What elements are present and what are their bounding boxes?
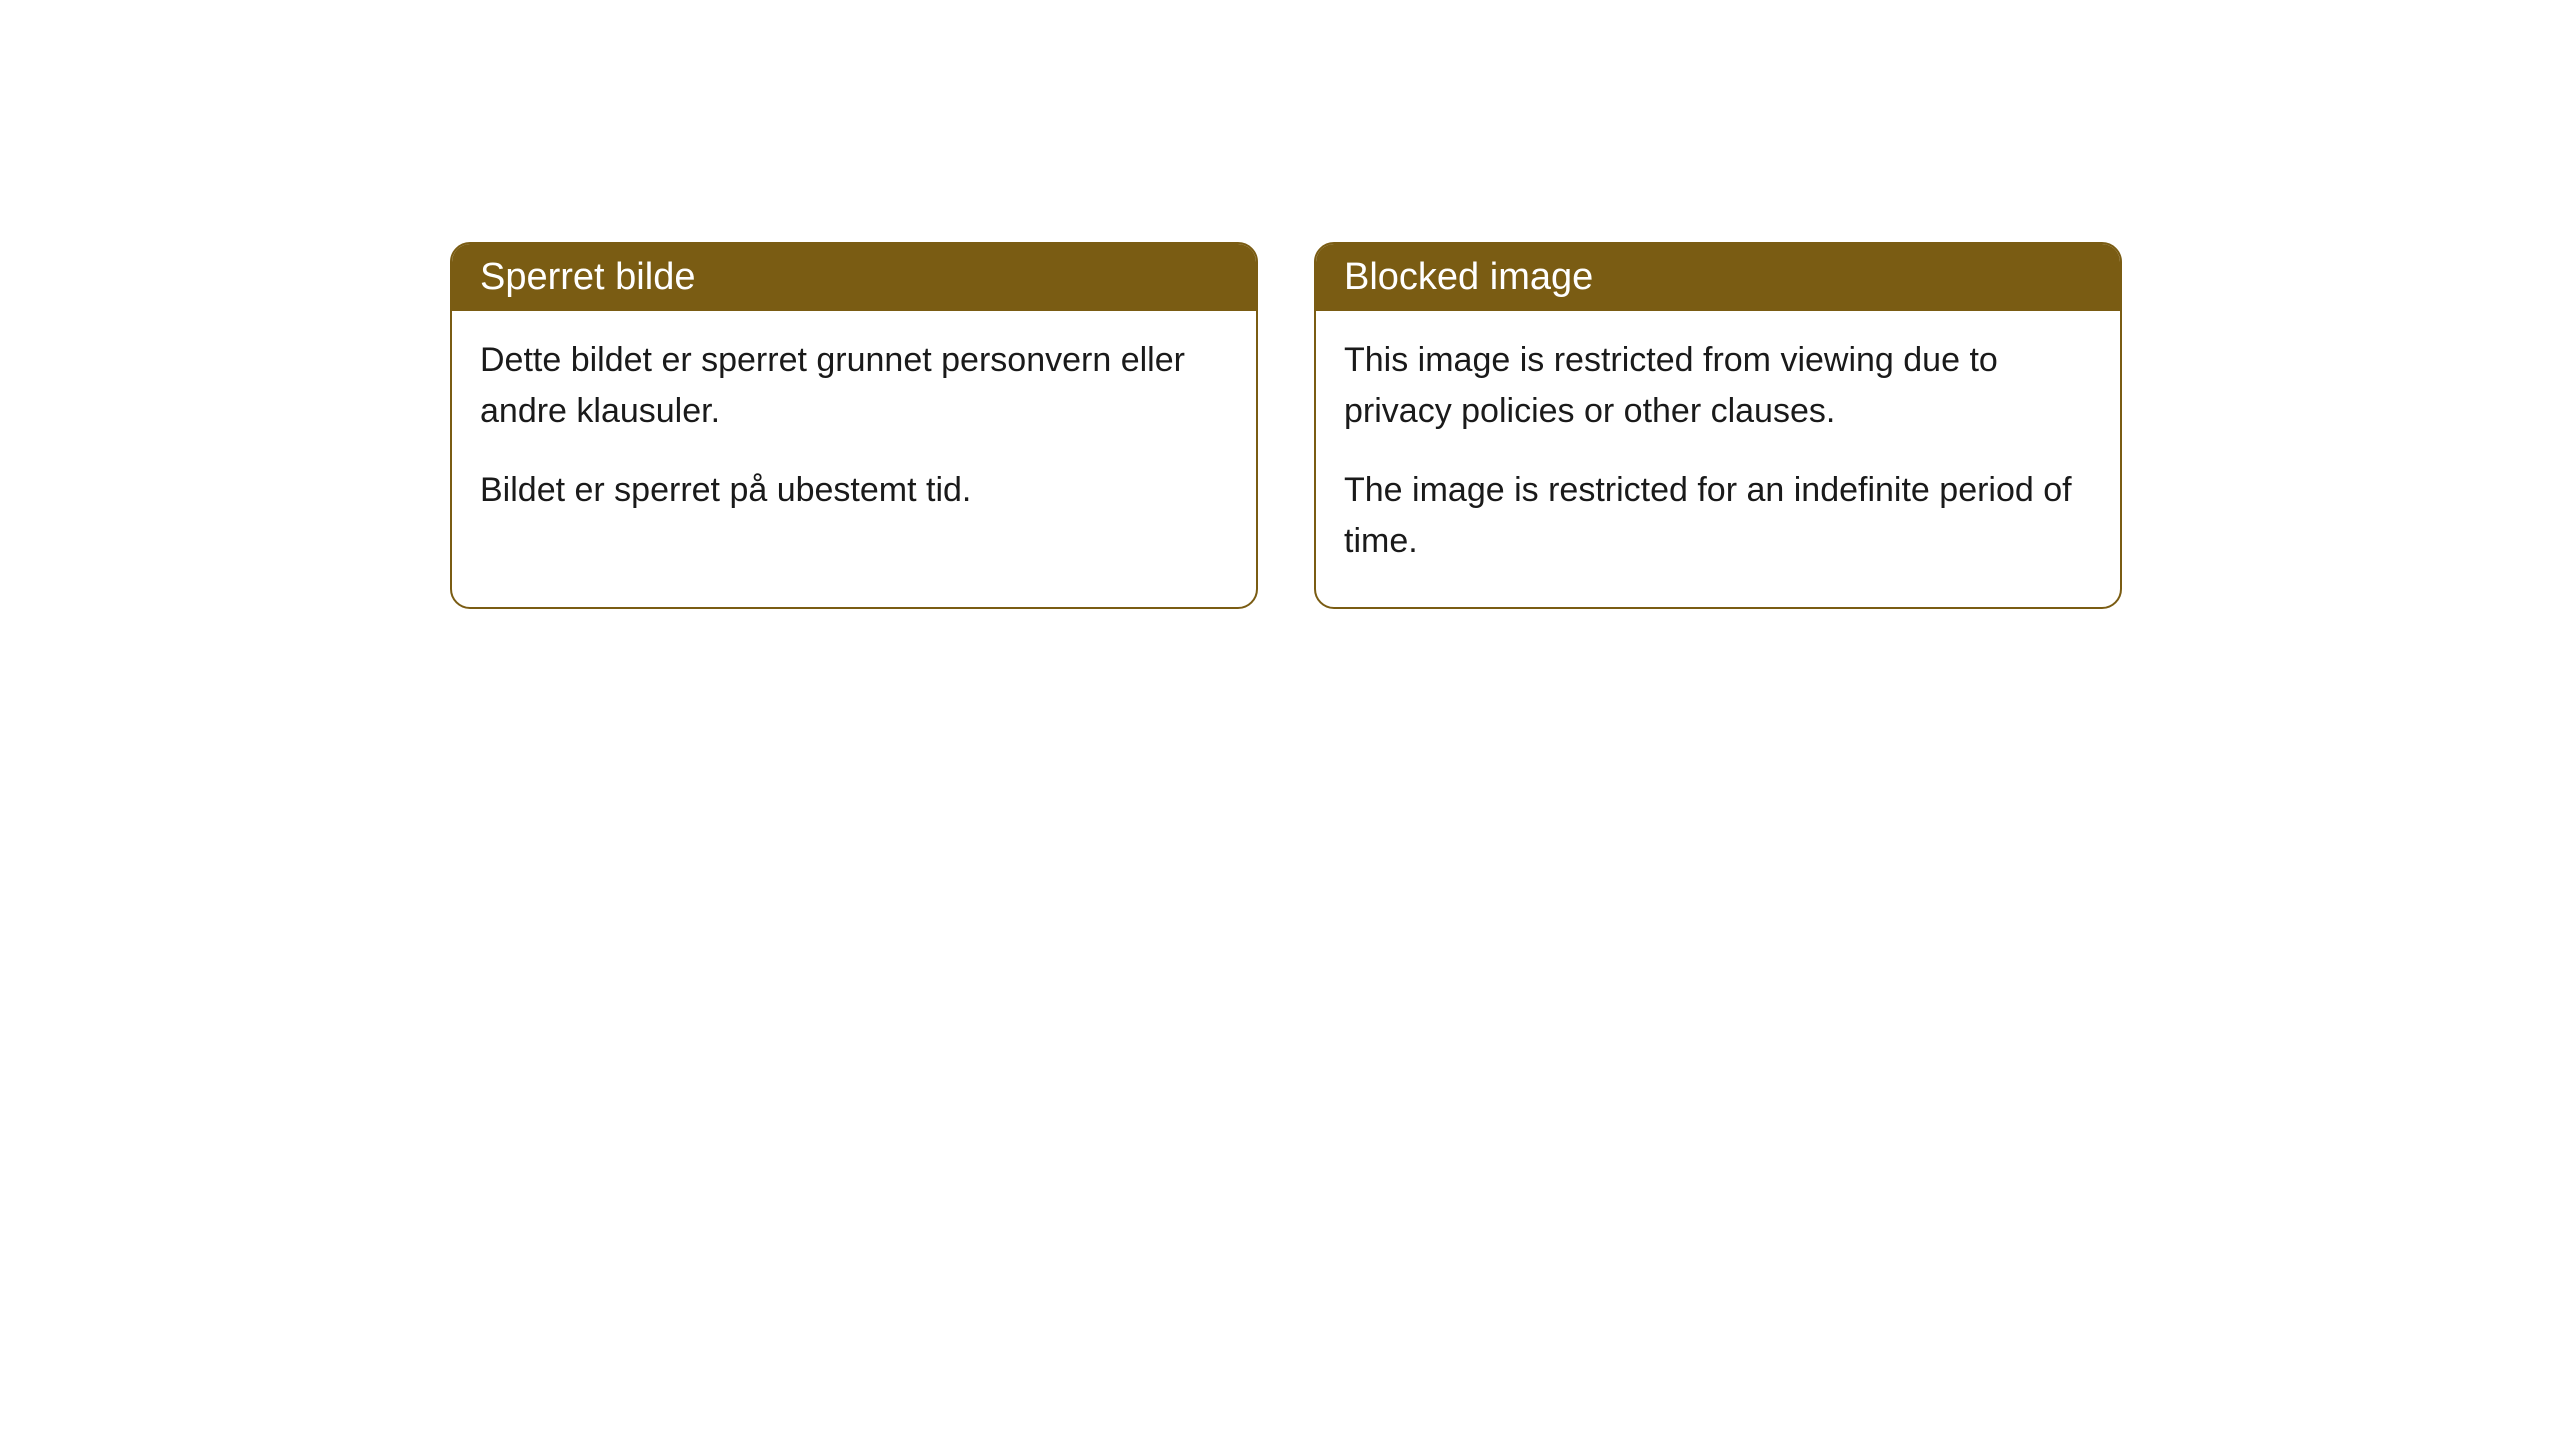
- card-header: Blocked image: [1316, 244, 2120, 311]
- card-title: Blocked image: [1344, 256, 1593, 298]
- card-title: Sperret bilde: [480, 256, 695, 298]
- card-header: Sperret bilde: [452, 244, 1256, 311]
- blocked-image-card-norwegian: Sperret bilde Dette bildet er sperret gr…: [450, 242, 1258, 609]
- card-paragraph: Dette bildet er sperret grunnet personve…: [480, 335, 1228, 437]
- card-paragraph: This image is restricted from viewing du…: [1344, 335, 2092, 437]
- card-paragraph: Bildet er sperret på ubestemt tid.: [480, 465, 1228, 516]
- card-body: This image is restricted from viewing du…: [1316, 311, 2120, 607]
- blocked-image-card-english: Blocked image This image is restricted f…: [1314, 242, 2122, 609]
- card-body: Dette bildet er sperret grunnet personve…: [452, 311, 1256, 556]
- card-paragraph: The image is restricted for an indefinit…: [1344, 465, 2092, 567]
- message-cards-container: Sperret bilde Dette bildet er sperret gr…: [0, 0, 2560, 609]
